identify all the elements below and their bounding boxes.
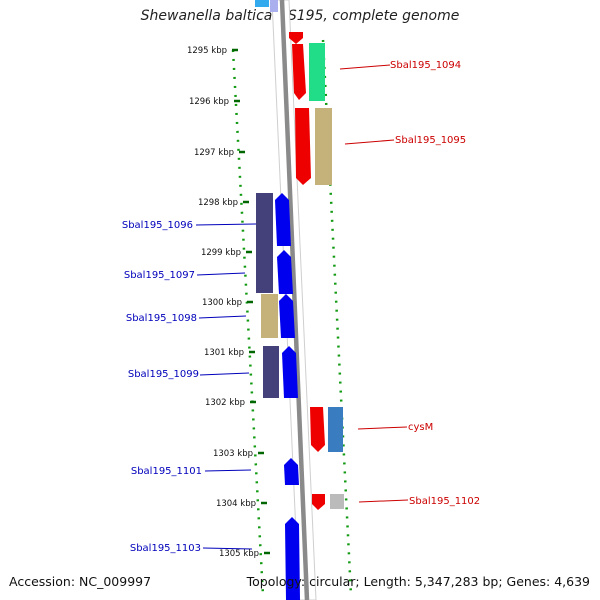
gene-partial-cyan [255, 0, 269, 7]
ruler-label: 1301 kbp [204, 348, 244, 358]
gene-label: Sbal195_1096 [122, 220, 193, 231]
ruler-label: 1295 kbp [187, 46, 227, 56]
kbp-ruler: 1295 kbp 1296 kbp 1297 kbp 1298 kbp 1299 kbp… [187, 46, 270, 559]
gene-label: Sbal195_1098 [126, 313, 197, 324]
backbone-line [279, 0, 310, 600]
gene-sbal195-1094-homolog [309, 43, 325, 101]
gene-sbal195-1096-homolog [256, 193, 273, 293]
map-title: Shewanella baltica OS195, complete genom… [140, 8, 460, 24]
gene-sbal195-1102-homolog [330, 494, 344, 509]
gene-partial-lavender [270, 0, 278, 12]
ruler-label: 1296 kbp [189, 97, 229, 107]
gene-partial-red [289, 32, 303, 44]
gene-sbal195-1103 [285, 517, 300, 600]
gene-label: cysM [408, 422, 433, 433]
ruler-label: 1300 kbp [202, 298, 242, 308]
gene-sbal195-1099-homolog [263, 346, 279, 398]
gene-label: Sbal195_1102 [409, 496, 480, 507]
gene-label: Sbal195_1097 [124, 270, 195, 281]
gene-sbal195-1099 [282, 346, 298, 398]
gene-sbal195-1096 [275, 193, 291, 246]
gene-label: Sbal195_1099 [128, 369, 199, 380]
gene-cysm-homolog [328, 407, 343, 452]
gene-sbal195-1095-homolog [315, 108, 332, 185]
ruler-label: 1304 kbp [216, 499, 256, 509]
gene-label: Sbal195_1101 [131, 466, 202, 477]
ruler-label: 1299 kbp [201, 248, 241, 258]
gene-label: Sbal195_1094 [390, 60, 461, 71]
gene-cysm [310, 407, 325, 452]
map-outline [231, 39, 353, 596]
gene-sbal195-1101 [284, 458, 299, 485]
genome-summary-text: Topology: circular; Length: 5,347,283 bp… [246, 574, 590, 589]
gene-sbal195-1098 [279, 294, 295, 338]
ruler-label: 1303 kbp [213, 449, 253, 459]
gene-sbal195-1094 [292, 44, 306, 100]
label-leader-lines [195, 64, 409, 550]
gene-sbal195-1098-homolog [261, 294, 278, 338]
gene-sbal195-1097 [277, 250, 293, 294]
ruler-label: 1305 kbp [219, 549, 259, 559]
ruler-label: 1297 kbp [194, 148, 234, 158]
gene-label: Sbal195_1095 [395, 135, 466, 146]
accession-text: Accession: NC_009997 [9, 574, 152, 589]
gene-sbal195-1102 [312, 494, 325, 510]
gene-label: Sbal195_1103 [130, 543, 201, 554]
gene-sbal195-1095 [295, 108, 311, 185]
gene-labels: Sbal195_1094 Sbal195_1095 Sbal195_1096 Sbal… [122, 60, 480, 554]
ruler-label: 1302 kbp [205, 398, 245, 408]
ruler-label: 1298 kbp [198, 198, 238, 208]
